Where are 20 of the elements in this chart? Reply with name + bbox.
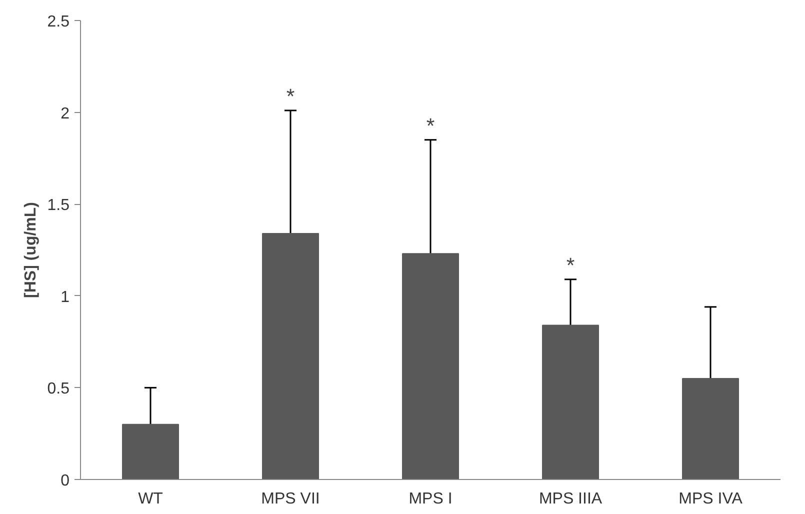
bar — [682, 378, 739, 480]
y-tick-label: 2 — [60, 105, 70, 122]
annotation: * — [566, 253, 575, 278]
y-axis-title: [HS] (ug/mL) — [22, 202, 40, 298]
y-tick-label: 0 — [60, 472, 70, 490]
x-tick-label: MPS I — [408, 490, 452, 508]
bar — [122, 424, 179, 480]
bar — [402, 253, 459, 480]
y-tick-label: 1.5 — [47, 197, 70, 214]
bar — [542, 324, 599, 480]
x-tick-label: MPS IIIA — [538, 490, 602, 508]
x-tick-label: WT — [138, 490, 164, 508]
x-tick-label: MPS IVA — [678, 490, 743, 508]
annotation: * — [286, 84, 295, 108]
y-tick-label: 2.5 — [47, 14, 70, 30]
y-tick-label: 1 — [60, 288, 70, 306]
x-tick-label: MPS VII — [261, 490, 320, 508]
y-tick-label: 0.5 — [47, 380, 70, 398]
annotation: * — [426, 114, 435, 138]
bar — [262, 232, 319, 480]
